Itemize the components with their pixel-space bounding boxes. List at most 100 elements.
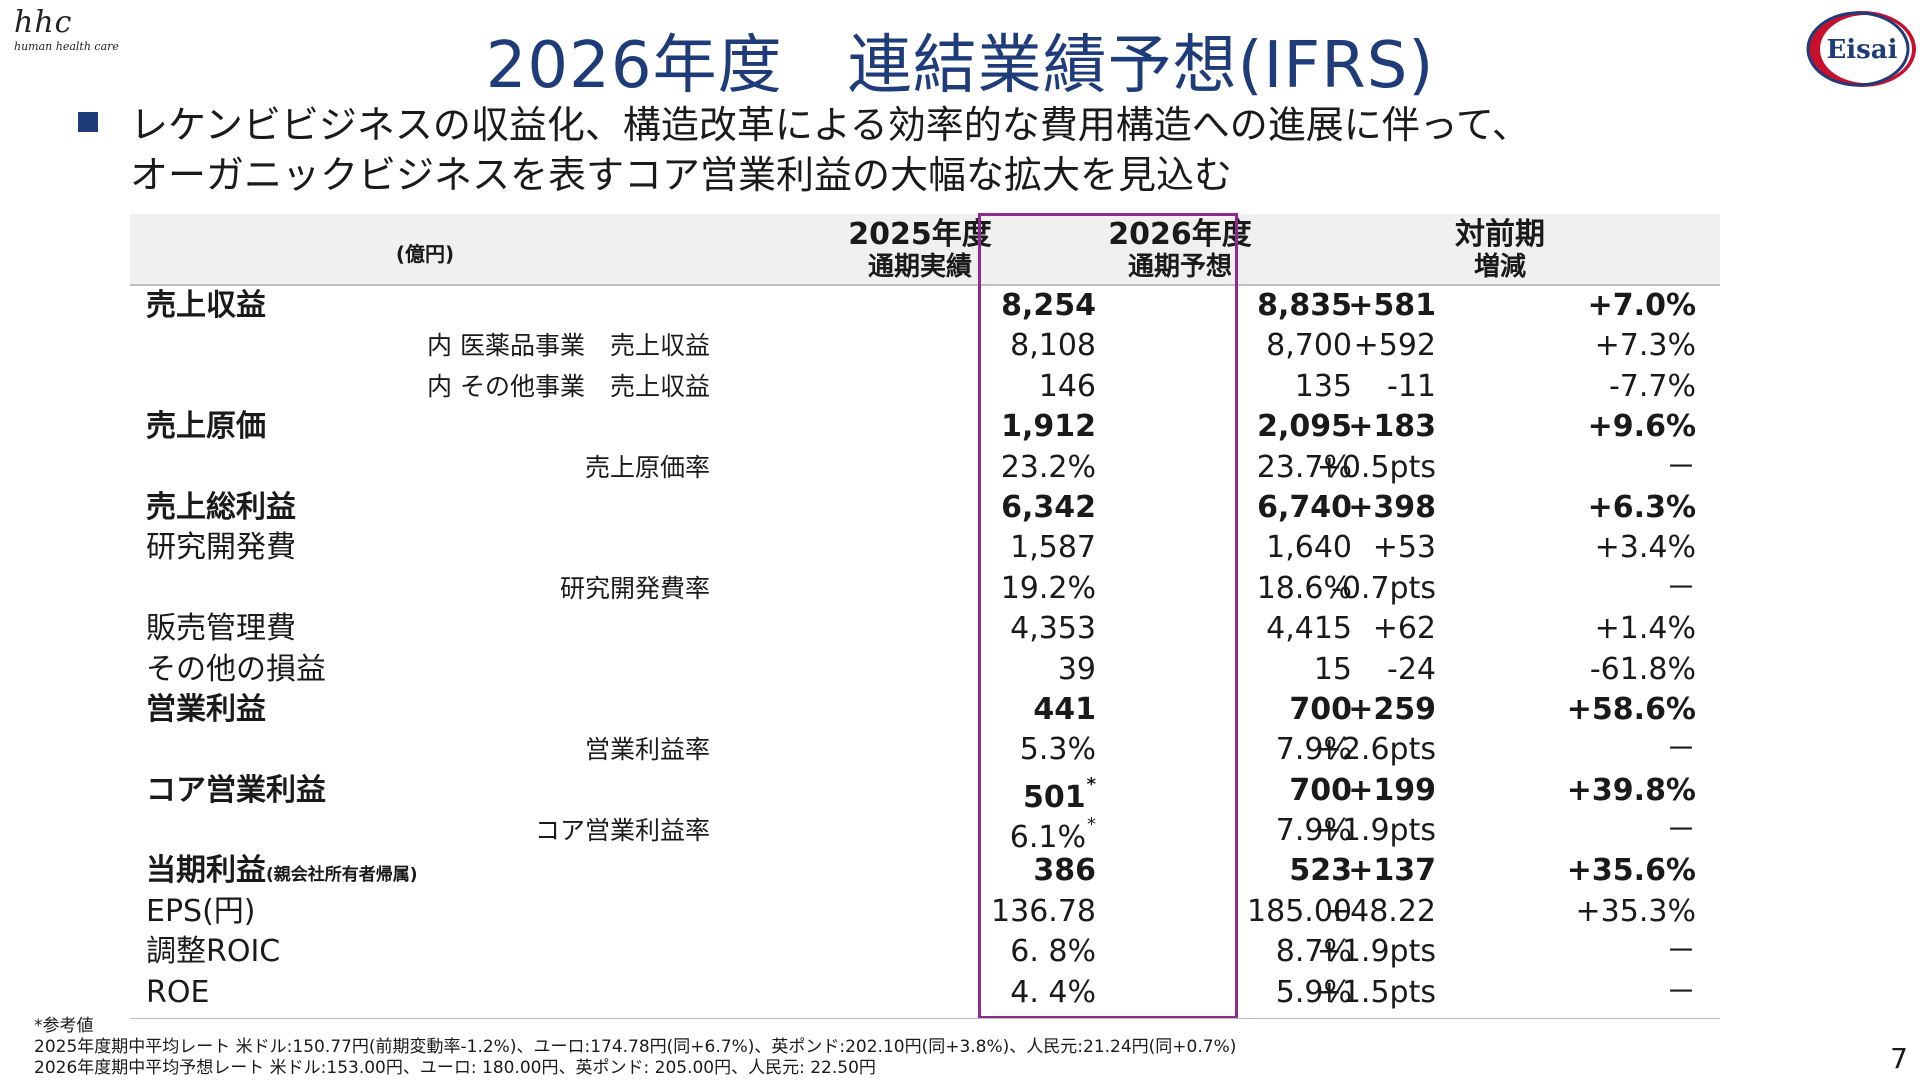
value-2026: 7.9%	[1275, 813, 1352, 849]
value-diff: +137	[1348, 853, 1436, 889]
value-2026: 1,640	[1266, 530, 1352, 566]
value-2025: 23.2%	[1000, 449, 1096, 485]
value-diff: -11	[1387, 368, 1436, 404]
table-row: 内 医薬品事業 売上収益 8,108 8,700 +592 +7.3%	[130, 326, 1720, 366]
value-pct: +7.0%	[1587, 288, 1696, 323]
value-2025: 441	[1033, 691, 1096, 727]
value-2026: 523	[1289, 853, 1352, 889]
value-2025: 4,353	[1010, 611, 1096, 647]
value-2025-with-note: 6.1%*	[1010, 811, 1096, 858]
value-2025: 146	[1038, 368, 1096, 404]
value-diff: +53	[1372, 530, 1436, 566]
value-2026: 6,740	[1257, 489, 1352, 525]
table-row: EPS(円) 136.78 185.00 +48.22 +35.3%	[130, 892, 1720, 932]
row-label: 内 その他事業 売上収益	[427, 371, 710, 401]
footnote-line-2: 2026年度期中平均予想レート 米ドル:153.00円、ユーロ: 180.00円…	[34, 1058, 876, 1078]
hhc-logo-mark: hhc	[14, 5, 73, 40]
value-2025: 501	[1022, 779, 1086, 815]
value-diff: +1.9pts	[1316, 934, 1436, 970]
table-row: コア営業利益 501* 700 +199 +39.8%	[130, 771, 1720, 815]
table-row: 研究開発費 1,587 1,640 +53 +3.4%	[130, 528, 1720, 568]
value-2025-with-note: 501*	[1023, 771, 1096, 818]
col-header-2025-year: 2025年度	[848, 217, 992, 252]
row-label: 研究開発費率	[559, 573, 710, 603]
row-label: 売上原価	[146, 409, 266, 445]
hhc-logo: hhc human health care	[14, 5, 134, 54]
value-2026: 5.9%	[1275, 974, 1352, 1010]
table-row: 当期利益(親会社所有者帰属) 386 523 +137 +35.6%	[130, 851, 1720, 891]
col-header-yoy: 対前期 増減	[1350, 218, 1650, 283]
eisai-logo: Eisai	[1806, 8, 1918, 90]
table-row: 売上原価 1,912 2,095 +183 +9.6%	[130, 407, 1720, 447]
table-row: 営業利益 441 700 +259 +58.6%	[130, 690, 1720, 730]
table-row: 売上総利益 6,342 6,740 +398 +6.3%	[130, 488, 1720, 528]
value-2025: 6,342	[1001, 489, 1096, 525]
table-bottom-rule	[130, 1018, 1720, 1019]
table-row: コア営業利益率 6.1%* 7.9% +1.9pts －	[130, 811, 1720, 855]
table-row: 販売管理費 4,353 4,415 +62 +1.4%	[130, 609, 1720, 649]
value-2026: 23.7%	[1256, 449, 1352, 485]
row-label: 売上原価率	[584, 452, 710, 482]
value-pct: -61.8%	[1589, 651, 1696, 687]
row-label: 販売管理費	[146, 611, 296, 647]
row-label: 調整ROIC	[146, 934, 281, 970]
value-pct: +3.4%	[1594, 530, 1696, 566]
value-diff: +2.6pts	[1316, 732, 1436, 768]
lead-line-2: オーガニックビジネスを表すコア営業利益の大幅な拡大を見込む	[130, 153, 1233, 197]
row-label: 売上収益	[146, 288, 266, 323]
value-pct: －	[1666, 732, 1696, 768]
page-title: 2026年度 連結業績予想(IFRS)	[485, 29, 1435, 103]
col-header-yoy-l2: 増減	[1473, 252, 1526, 282]
value-2026: 15	[1313, 651, 1352, 687]
value-diff: -0.7pts	[1331, 570, 1436, 606]
table-body: 売上収益 8,254 8,835 +581 +7.0% 内 医薬品事業 売上収益…	[130, 286, 1720, 1013]
table-row: ROE 4. 4% 5.9% +1.5pts －	[130, 973, 1720, 1013]
row-label: 営業利益率	[584, 735, 710, 765]
value-pct: +6.3%	[1587, 489, 1696, 525]
col-header-2025: 2025年度 通期実績	[790, 217, 1050, 283]
table-row: 売上収益 8,254 8,835 +581 +7.0%	[130, 286, 1720, 326]
value-pct: －	[1666, 934, 1696, 970]
value-diff: +0.5pts	[1316, 449, 1436, 485]
value-diff: +1.5pts	[1316, 974, 1436, 1010]
value-2025: 19.2%	[1000, 570, 1096, 606]
row-label: EPS(円)	[146, 893, 256, 929]
table-header: (億円) 2025年度 通期実績 2026年度 通期予想 対前期 増減	[130, 214, 1720, 286]
row-label: 当期利益(親会社所有者帰属)	[146, 851, 418, 895]
value-pct: +35.6%	[1566, 853, 1696, 889]
square-bullet-icon	[78, 112, 98, 132]
value-pct: +1.4%	[1594, 611, 1696, 647]
footnote-title: *参考値	[34, 1016, 94, 1036]
value-diff: +48.22	[1324, 893, 1436, 929]
value-2025: 39	[1057, 651, 1096, 687]
row-label: 研究開発費	[146, 530, 296, 566]
col-header-2026-year: 2026年度	[1108, 217, 1252, 252]
value-2025: 6.1%	[1009, 820, 1086, 856]
lead-text: レケンビビジネスの収益化、構造改革による効率的な費用構造への進展に伴って、 オー…	[130, 100, 1530, 200]
value-2026: 700	[1289, 691, 1352, 727]
table-row: 営業利益率 5.3% 7.9% +2.6pts －	[130, 730, 1720, 770]
value-2026: 18.6%	[1256, 570, 1352, 606]
row-label: 内 医薬品事業 売上収益	[427, 331, 710, 361]
row-label: その他の損益	[146, 651, 326, 687]
col-header-2025-type: 通期実績	[867, 252, 972, 282]
svg-text:Eisai: Eisai	[1826, 35, 1897, 65]
value-diff: +1.9pts	[1316, 813, 1436, 849]
value-2026: 8,835	[1257, 288, 1352, 323]
table-row: 内 その他事業 売上収益 146 135 -11 -7.7%	[130, 367, 1720, 407]
row-label: ROE	[146, 974, 210, 1010]
value-2026: 2,095	[1257, 409, 1352, 445]
value-diff: -24	[1387, 651, 1436, 687]
row-label-paren: (親会社所有者帰属)	[266, 865, 418, 886]
value-2026: 135	[1294, 368, 1352, 404]
row-label: コア営業利益率	[534, 816, 710, 846]
value-2025: 4. 4%	[1010, 974, 1096, 1010]
col-header-2026: 2026年度 通期予想	[1050, 217, 1310, 283]
value-2025: 1,587	[1010, 530, 1096, 566]
forecast-column-highlight	[978, 213, 1238, 1019]
value-pct: －	[1666, 449, 1696, 485]
footnote-line-1: 2025年度期中平均レート 米ドル:150.77円(前期変動率-1.2%)、ユー…	[34, 1037, 1237, 1057]
value-diff: +259	[1348, 691, 1436, 727]
value-diff: +398	[1348, 489, 1436, 525]
value-diff: +183	[1348, 409, 1436, 445]
